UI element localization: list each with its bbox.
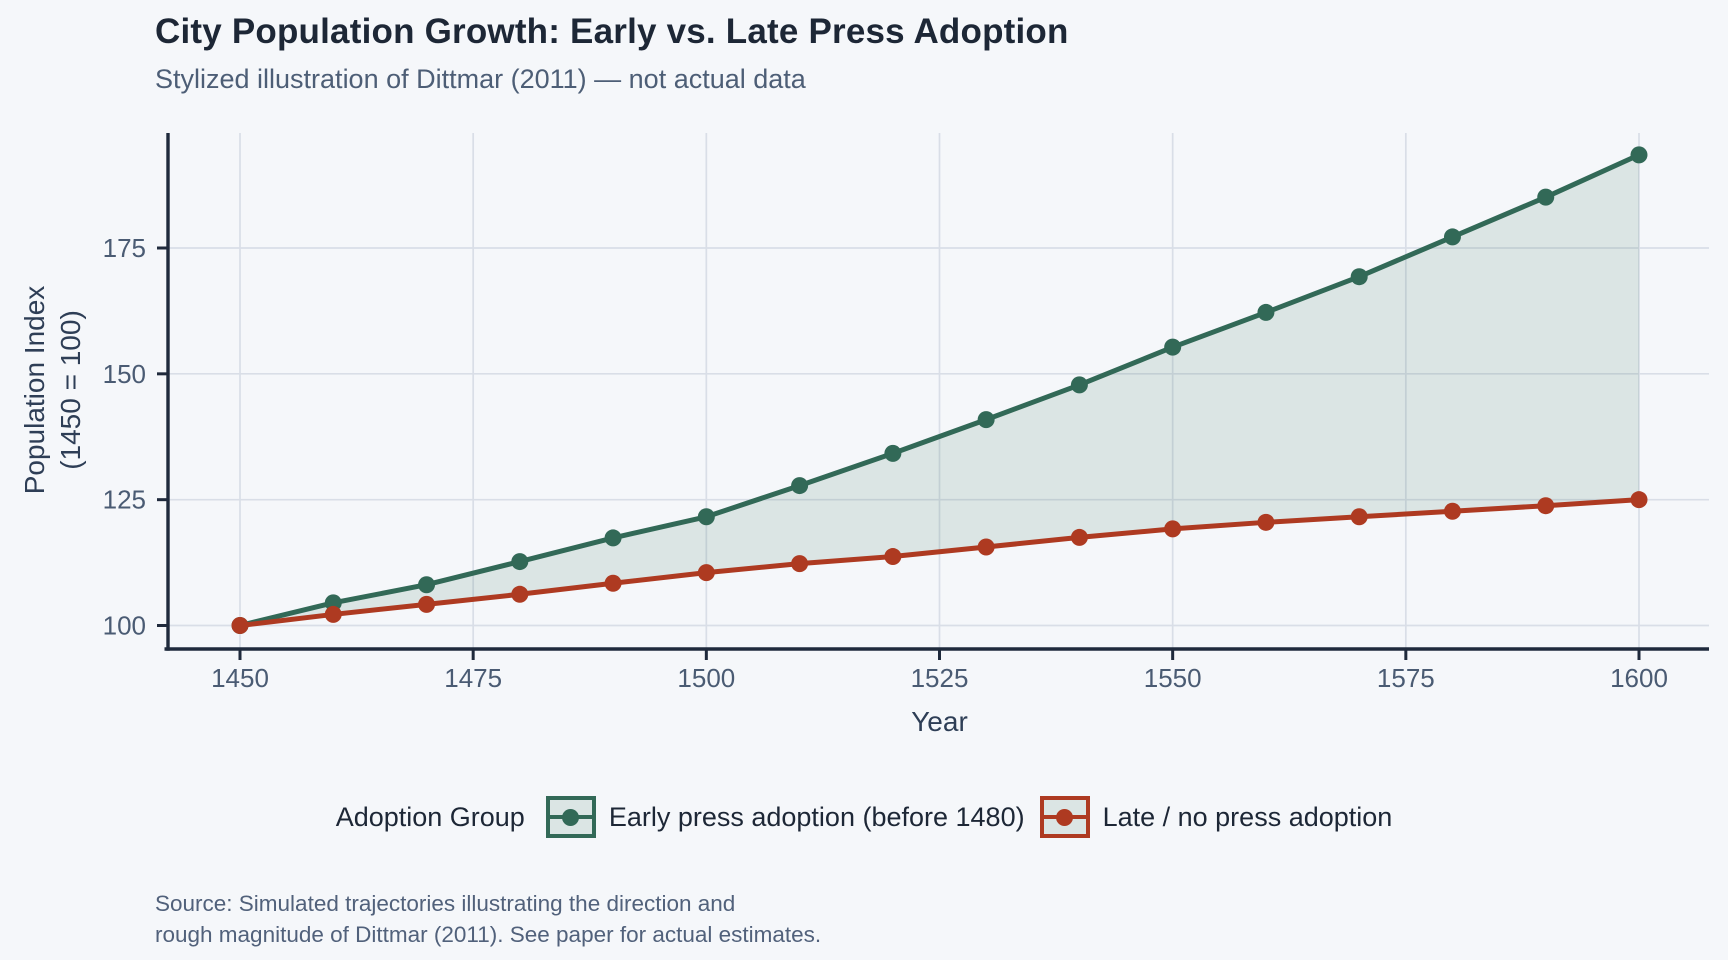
legend-title: Adoption Group xyxy=(335,801,525,832)
legend-key-early xyxy=(545,796,596,838)
x-tick-label: 1475 xyxy=(444,663,502,693)
page-title: City Population Growth: Early vs. Late P… xyxy=(155,12,1069,51)
series-point-early xyxy=(1164,338,1182,356)
legend-item-late: Late / no press adoption xyxy=(1039,796,1393,838)
line-chart: 1450 1475 1500 1525 1550 1575 1600 100 125 150 175… xyxy=(19,133,1709,737)
x-tick-label: 1550 xyxy=(1144,663,1202,693)
series-point-early xyxy=(1443,228,1461,246)
y-axis-title: (1450 = 100) xyxy=(55,310,86,470)
series-point-late xyxy=(1537,497,1555,515)
series-point-late xyxy=(511,585,529,603)
y-tick-label: 150 xyxy=(103,359,146,389)
legend-key-dot-icon xyxy=(1056,808,1074,826)
series-point-late xyxy=(1257,513,1275,531)
legend-item-early: Early press adoption (before 1480) xyxy=(545,796,1025,838)
series-point-early xyxy=(697,508,715,526)
series-point-early xyxy=(604,529,622,547)
legend-key-dot-icon xyxy=(562,808,580,826)
series-point-late xyxy=(791,555,809,573)
source-note: Source: Simulated trajectories illustrat… xyxy=(155,888,821,950)
series-point-early xyxy=(1350,268,1368,286)
series-line-early xyxy=(237,152,1642,628)
series-point-early xyxy=(418,576,436,594)
legend-key-late xyxy=(1039,796,1090,838)
source-line-2: rough magnitude of Dittmar (2011). See p… xyxy=(155,922,822,947)
series-point-late xyxy=(884,548,902,566)
y-tick-label: 175 xyxy=(103,233,146,263)
series-point-late xyxy=(1070,528,1088,546)
series-point-early xyxy=(884,444,902,462)
legend-items: Early press adoption (before 1480) Late /… xyxy=(545,796,1393,838)
series-line-late xyxy=(237,497,1642,628)
series-point-late xyxy=(1630,491,1648,509)
y-tick-label: 125 xyxy=(103,485,146,515)
series-point-late xyxy=(1164,520,1182,538)
x-tick-label: 1500 xyxy=(677,663,735,693)
chart-legend: Adoption Group Early press adoption (bef… xyxy=(0,796,1728,838)
series-point-early xyxy=(1257,303,1275,321)
series-point-early xyxy=(1537,188,1555,206)
series-point-late xyxy=(1443,502,1461,520)
series-point-early xyxy=(511,553,529,571)
legend-label-late: Late / no press adoption xyxy=(1102,801,1393,832)
series-point-late xyxy=(697,564,715,582)
x-tick-label: 1450 xyxy=(211,663,269,693)
page-subtitle: Stylized illustration of Dittmar (2011) … xyxy=(155,64,806,94)
series-point-early xyxy=(977,411,995,429)
y-axis-title: Population Index xyxy=(19,286,50,495)
series-point-late xyxy=(418,595,436,613)
series-point-late xyxy=(977,538,995,556)
series-point-late xyxy=(231,617,249,634)
source-line-1: Source: Simulated trajectories illustrat… xyxy=(155,891,736,916)
legend-label-early: Early press adoption (before 1480) xyxy=(608,801,1025,832)
series-point-late xyxy=(324,605,342,623)
x-tick-label: 1575 xyxy=(1377,663,1435,693)
y-tick-label: 100 xyxy=(103,611,146,641)
x-tick-label: 1525 xyxy=(911,663,969,693)
series-point-late xyxy=(1350,508,1368,526)
series-point-early xyxy=(1070,376,1088,394)
ribbon-adoption-gap xyxy=(240,154,1639,626)
x-axis-title: Year xyxy=(911,706,968,737)
series-point-early xyxy=(791,477,809,495)
series-point-early xyxy=(1630,146,1648,164)
series-point-late xyxy=(604,574,622,592)
x-tick-label: 1600 xyxy=(1610,663,1668,693)
